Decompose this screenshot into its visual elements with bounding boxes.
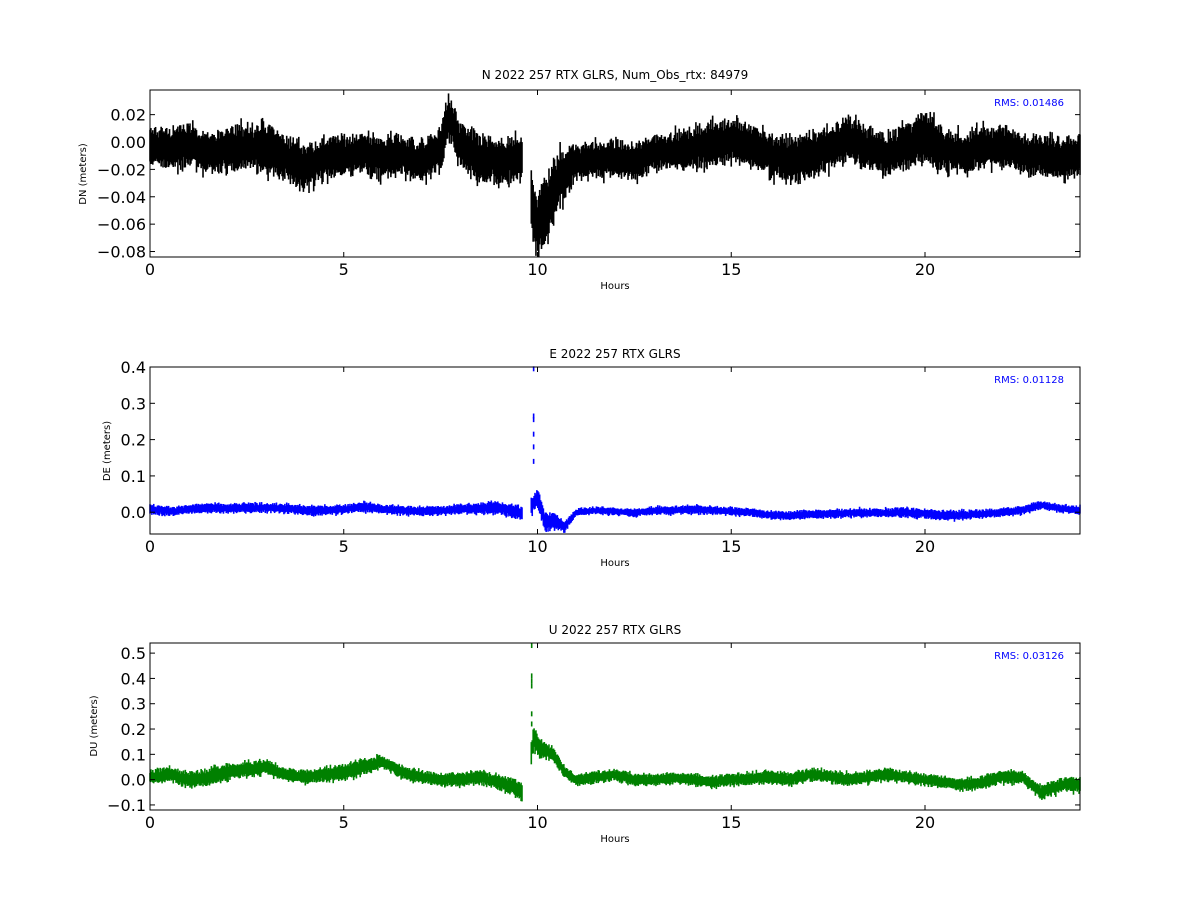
data-point-outlier xyxy=(532,413,535,419)
y-tick-label: 0.1 xyxy=(121,745,146,764)
x-tick-label: 0 xyxy=(145,813,155,832)
x-ticks: 0 5 10 15 20 xyxy=(145,367,935,556)
data-point-outlier xyxy=(530,683,533,689)
y-tick-label: 0.3 xyxy=(121,695,146,714)
x-ticks: 0 5 10 15 20 xyxy=(145,90,935,279)
data-point-outlier xyxy=(532,458,535,464)
y-ticks: 0.02 0.00 −0.02 −0.04 −0.06 −0.08 xyxy=(97,106,1080,262)
rms-annotation: RMS: 0.03126 xyxy=(994,651,1064,662)
y-tick-label: 0.4 xyxy=(121,358,146,377)
marks-group xyxy=(149,93,1081,257)
x-tick-label: 0 xyxy=(145,260,155,279)
y-tick-label: −0.08 xyxy=(97,243,146,262)
y-axis-label: DE (meters) xyxy=(102,421,113,481)
data-point-outlier xyxy=(530,673,533,679)
panel-up: U 2022 257 RTX GLRS 0 5 10 15 20 0.50.40.30.… xyxy=(89,623,1081,845)
x-axis-label: Hours xyxy=(600,558,629,569)
x-axis-label: Hours xyxy=(600,834,629,845)
data-point-outlier xyxy=(530,711,533,717)
x-tick-label: 10 xyxy=(527,537,547,556)
data-point-outlier xyxy=(530,643,533,649)
y-axis-label: DN (meters) xyxy=(78,143,89,205)
y-tick-label: −0.06 xyxy=(97,215,146,234)
plot-frame xyxy=(149,642,1081,811)
y-axis-label: DU (meters) xyxy=(89,695,100,756)
y-tick-label: −0.02 xyxy=(97,160,146,179)
x-tick-label: 5 xyxy=(339,813,349,832)
x-tick-label: 15 xyxy=(721,260,741,279)
marks-group xyxy=(149,643,1081,802)
x-tick-label: 15 xyxy=(721,537,741,556)
y-tick-label: 0.0 xyxy=(121,771,146,790)
data-point-outlier xyxy=(532,444,535,450)
data-point-outlier xyxy=(532,431,535,437)
y-ticks: 0.5 0.4 0.3 0.2 0.1 0.0 −0.1 xyxy=(107,644,1080,815)
x-tick-label: 0 xyxy=(145,537,155,556)
x-tick-label: 10 xyxy=(527,813,547,832)
chart-title: U 2022 257 RTX GLRS xyxy=(549,623,681,637)
x-tick-label: 10 xyxy=(527,260,547,279)
rms-annotation: RMS: 0.01486 xyxy=(994,98,1064,109)
y-tick-label: 0.5 xyxy=(121,644,146,663)
data-point-outlier xyxy=(532,366,535,372)
y-tick-label: 0.3 xyxy=(121,394,146,413)
y-tick-label: −0.1 xyxy=(107,796,146,815)
y-tick-label: 0.0 xyxy=(121,503,146,522)
chart-title: E 2022 257 RTX GLRS xyxy=(549,347,680,361)
y-tick-label: 0.4 xyxy=(121,669,146,688)
marks-group xyxy=(149,366,1081,533)
plot-frame xyxy=(149,366,1081,535)
y-tick-label: 0.02 xyxy=(110,106,146,125)
y-tick-label: 0.2 xyxy=(121,720,146,739)
x-tick-label: 20 xyxy=(915,813,935,832)
data-point-outlier xyxy=(530,721,533,727)
x-tick-label: 20 xyxy=(915,537,935,556)
panel-north: N 2022 257 RTX GLRS, Num_Obs_rtx: 84979 … xyxy=(78,68,1081,292)
data-point-outlier xyxy=(530,678,533,684)
rms-annotation: RMS: 0.01128 xyxy=(994,375,1064,386)
chart-title: N 2022 257 RTX GLRS, Num_Obs_rtx: 84979 xyxy=(482,68,749,82)
y-tick-label: 0.2 xyxy=(121,431,146,450)
panel-east: E 2022 257 RTX GLRS 0 5 10 15 20 0.40.30.20.… xyxy=(102,347,1081,569)
x-tick-label: 5 xyxy=(339,260,349,279)
y-ticks: 0.4 0.3 0.2 0.1 0.0 xyxy=(121,358,1080,522)
x-ticks: 0 5 10 15 20 xyxy=(145,643,935,832)
x-axis-label: Hours xyxy=(600,281,629,292)
x-tick-label: 20 xyxy=(915,260,935,279)
y-tick-label: 0.1 xyxy=(121,467,146,486)
y-tick-label: −0.04 xyxy=(97,188,146,207)
data-point-outlier xyxy=(532,417,535,423)
x-tick-label: 5 xyxy=(339,537,349,556)
y-tick-label: 0.00 xyxy=(110,133,146,152)
x-tick-label: 15 xyxy=(721,813,741,832)
plot-frame xyxy=(149,89,1081,258)
